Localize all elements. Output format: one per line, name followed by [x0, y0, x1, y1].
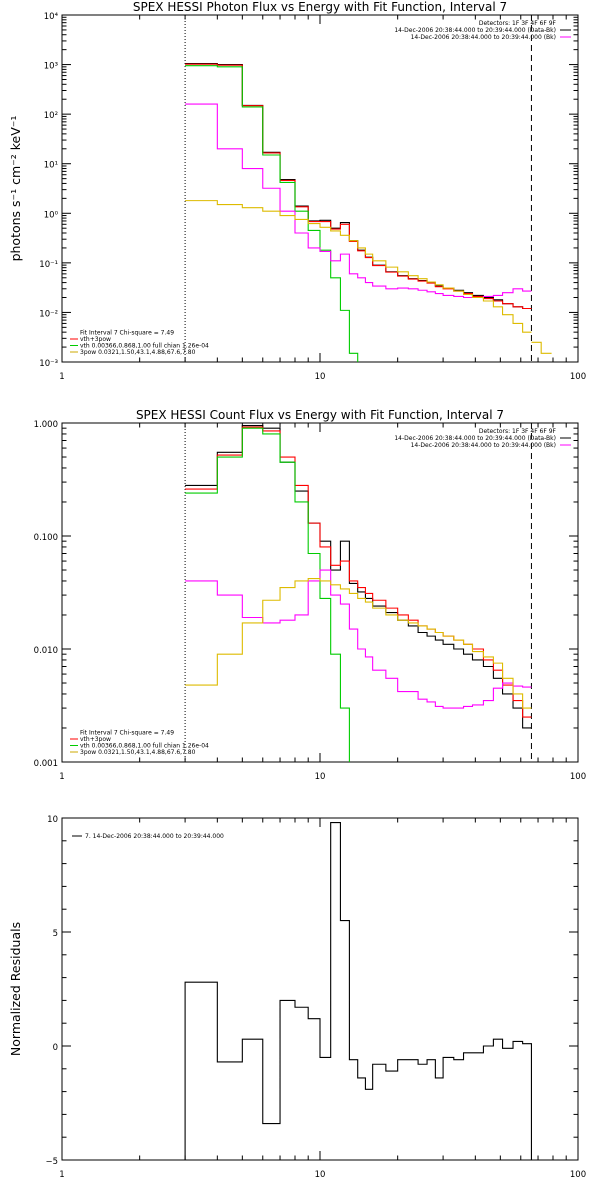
- legend-top-right-text: 14-Dec-2006 20:38:44.000 to 20:39:44.000…: [394, 27, 556, 34]
- y-tick-label: 10¹: [44, 161, 58, 171]
- y-tick-label: 10⁻¹: [39, 260, 58, 270]
- x-tick-label: 10: [315, 1170, 326, 1180]
- legend-top-right-text: 14-Dec-2006 20:38:44.000 to 20:39:44.000…: [394, 435, 556, 442]
- chart-title: SPEX HESSI Photon Flux vs Energy with Fi…: [133, 0, 507, 14]
- x-tick-label: 100: [570, 1170, 586, 1180]
- x-tick-label: 10: [315, 372, 326, 382]
- y-axis-label: photons s⁻¹ cm⁻² keV⁻¹: [8, 116, 23, 262]
- x-tick-label: 1: [59, 372, 64, 382]
- y-axis-label: Normalized Residuals: [8, 922, 23, 1056]
- legend-bottom-left-text: vth 0.00366,0.868,1.00 full chian 1.26e-…: [80, 343, 209, 350]
- y-tick-label: 0: [53, 1043, 58, 1053]
- y-tick-label: 10⁻²: [39, 309, 58, 319]
- y-tick-label: 10⁻³: [39, 359, 58, 369]
- legend-top-right-text: Detectors: 1F 3F 4F 6F 9F: [479, 20, 557, 27]
- series-line-3: [185, 569, 532, 709]
- y-tick-label: 0.010: [34, 646, 58, 656]
- y-tick-label: 10⁰: [44, 210, 59, 220]
- legend-bottom-left-text: 3pow 0.0321,1.50,43.1,4.88,67.6,7.80: [80, 349, 196, 356]
- y-tick-label: 1.000: [34, 420, 58, 430]
- legend-bottom-left-text: vth+3pow: [80, 336, 111, 343]
- y-tick-label: −5: [45, 1157, 58, 1167]
- y-tick-label: 5: [53, 929, 58, 939]
- plot-area: [184, 822, 532, 1160]
- y-tick-label: 0.001: [34, 759, 58, 769]
- series-line-2: [185, 65, 359, 362]
- y-tick-label: 10: [47, 815, 58, 825]
- count-flux-panel: SPEX HESSI Count Flux vs Energy with Fit…: [34, 408, 586, 782]
- plot-area: [184, 15, 552, 362]
- legend-bottom-left-text: vth 0.00366,0.868,1.00 full chian 1.26e-…: [80, 743, 209, 750]
- y-tick-label: 0.100: [34, 533, 58, 543]
- series-line-4: [185, 578, 532, 709]
- series-line-2: [185, 427, 350, 762]
- series-line-0: [184, 822, 532, 1160]
- x-tick-label: 1: [59, 772, 64, 782]
- residuals-panel: Normalized Residuals 1 10 100 −5 0 5 10 7. 14-De…: [8, 815, 586, 1180]
- legend-bottom-left-text: vth+3pow: [80, 736, 111, 743]
- legend-top-right-text: Detectors: 1F 3F 4F 6F 9F: [479, 428, 557, 435]
- plot-area: [184, 423, 532, 762]
- x-tick-label: 100: [570, 372, 586, 382]
- y-tick-label: 10⁴: [44, 12, 59, 22]
- legend-top-right-text: 14-Dec-2006 20:38:44.000 to 20:39:44.000…: [411, 34, 556, 41]
- y-tick-label: 10³: [44, 62, 58, 72]
- legend-bottom-left-text: 3pow 0.0321,1.50,43.1,4.88,67.6,7.80: [80, 749, 196, 756]
- legend-bottom-left-text: Fit Interval 7 Chi-square = 7.49: [80, 330, 174, 337]
- legend-top-left-text: 7. 14-Dec-2006 20:38:44.000 to 20:39:44.…: [85, 833, 224, 840]
- legend-bottom-left-text: Fit Interval 7 Chi-square = 7.49: [80, 730, 174, 737]
- x-tick-label: 10: [315, 772, 326, 782]
- chart-title: SPEX HESSI Count Flux vs Energy with Fit…: [136, 408, 504, 422]
- photon-flux-panel: SPEX HESSI Photon Flux vs Energy with Fi…: [8, 0, 586, 382]
- series-line-4: [185, 200, 532, 333]
- x-tick-label: 100: [570, 772, 586, 782]
- y-tick-label: 10²: [44, 111, 58, 121]
- x-tick-label: 1: [59, 1170, 64, 1180]
- legend-top-right-text: 14-Dec-2006 20:38:44.000 to 20:39:44.000…: [411, 442, 556, 449]
- series-tail-0: [531, 341, 552, 354]
